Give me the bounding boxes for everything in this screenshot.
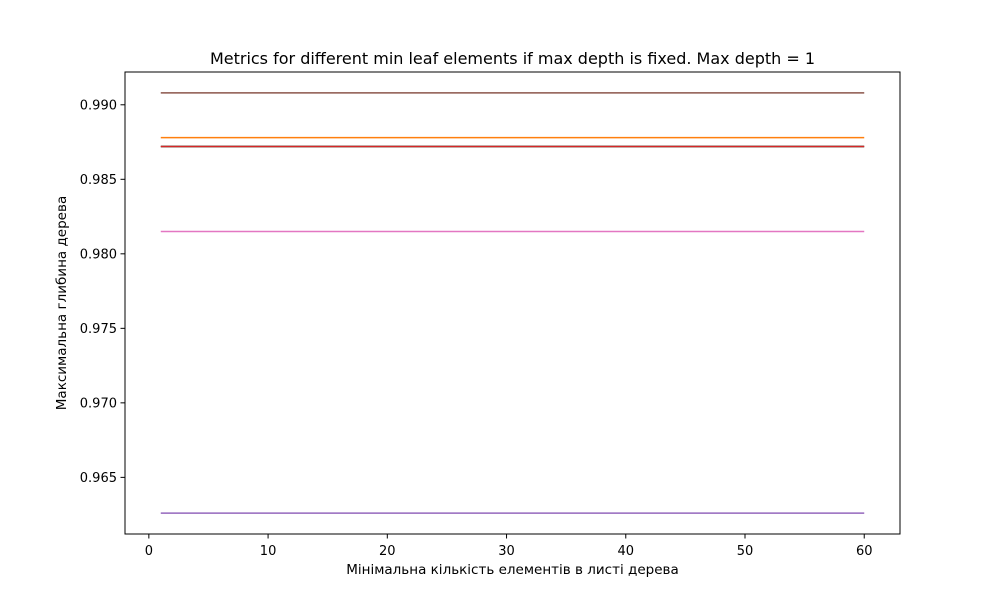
y-tick-label: 0.965 <box>80 471 117 486</box>
x-tick-label: 30 <box>498 544 515 559</box>
x-tick-label: 10 <box>260 544 277 559</box>
chart-title: Metrics for different min leaf elements … <box>210 49 815 68</box>
y-axis-label: Максимальна глибина дерева <box>54 196 70 410</box>
x-tick-label: 40 <box>617 544 634 559</box>
x-axis-label: Мінімальна кількість елементів в листі д… <box>346 562 678 578</box>
x-tick-label: 60 <box>856 544 873 559</box>
plot-area-frame <box>124 71 901 535</box>
y-tick-label: 0.975 <box>80 322 117 337</box>
x-tick-label: 0 <box>145 544 153 559</box>
x-tick-label: 50 <box>737 544 754 559</box>
x-tick-label: 20 <box>379 544 396 559</box>
y-tick-label: 0.980 <box>80 247 117 262</box>
x-axis: 0 10 20 30 40 50 60 <box>145 534 873 559</box>
y-tick-label: 0.970 <box>80 396 117 411</box>
y-axis: 0.965 0.970 0.975 0.980 0.985 0.990 <box>80 98 125 486</box>
y-tick-label: 0.985 <box>80 173 117 188</box>
y-tick-label: 0.990 <box>80 98 117 113</box>
series-layer <box>160 92 865 514</box>
